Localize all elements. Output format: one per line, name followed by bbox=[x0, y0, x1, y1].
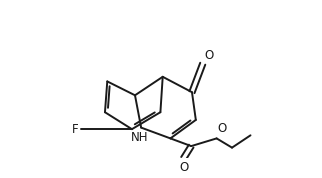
Text: O: O bbox=[217, 122, 227, 135]
Text: O: O bbox=[180, 161, 189, 174]
Text: O: O bbox=[204, 49, 213, 62]
Text: F: F bbox=[72, 123, 79, 136]
Text: NH: NH bbox=[131, 131, 148, 144]
